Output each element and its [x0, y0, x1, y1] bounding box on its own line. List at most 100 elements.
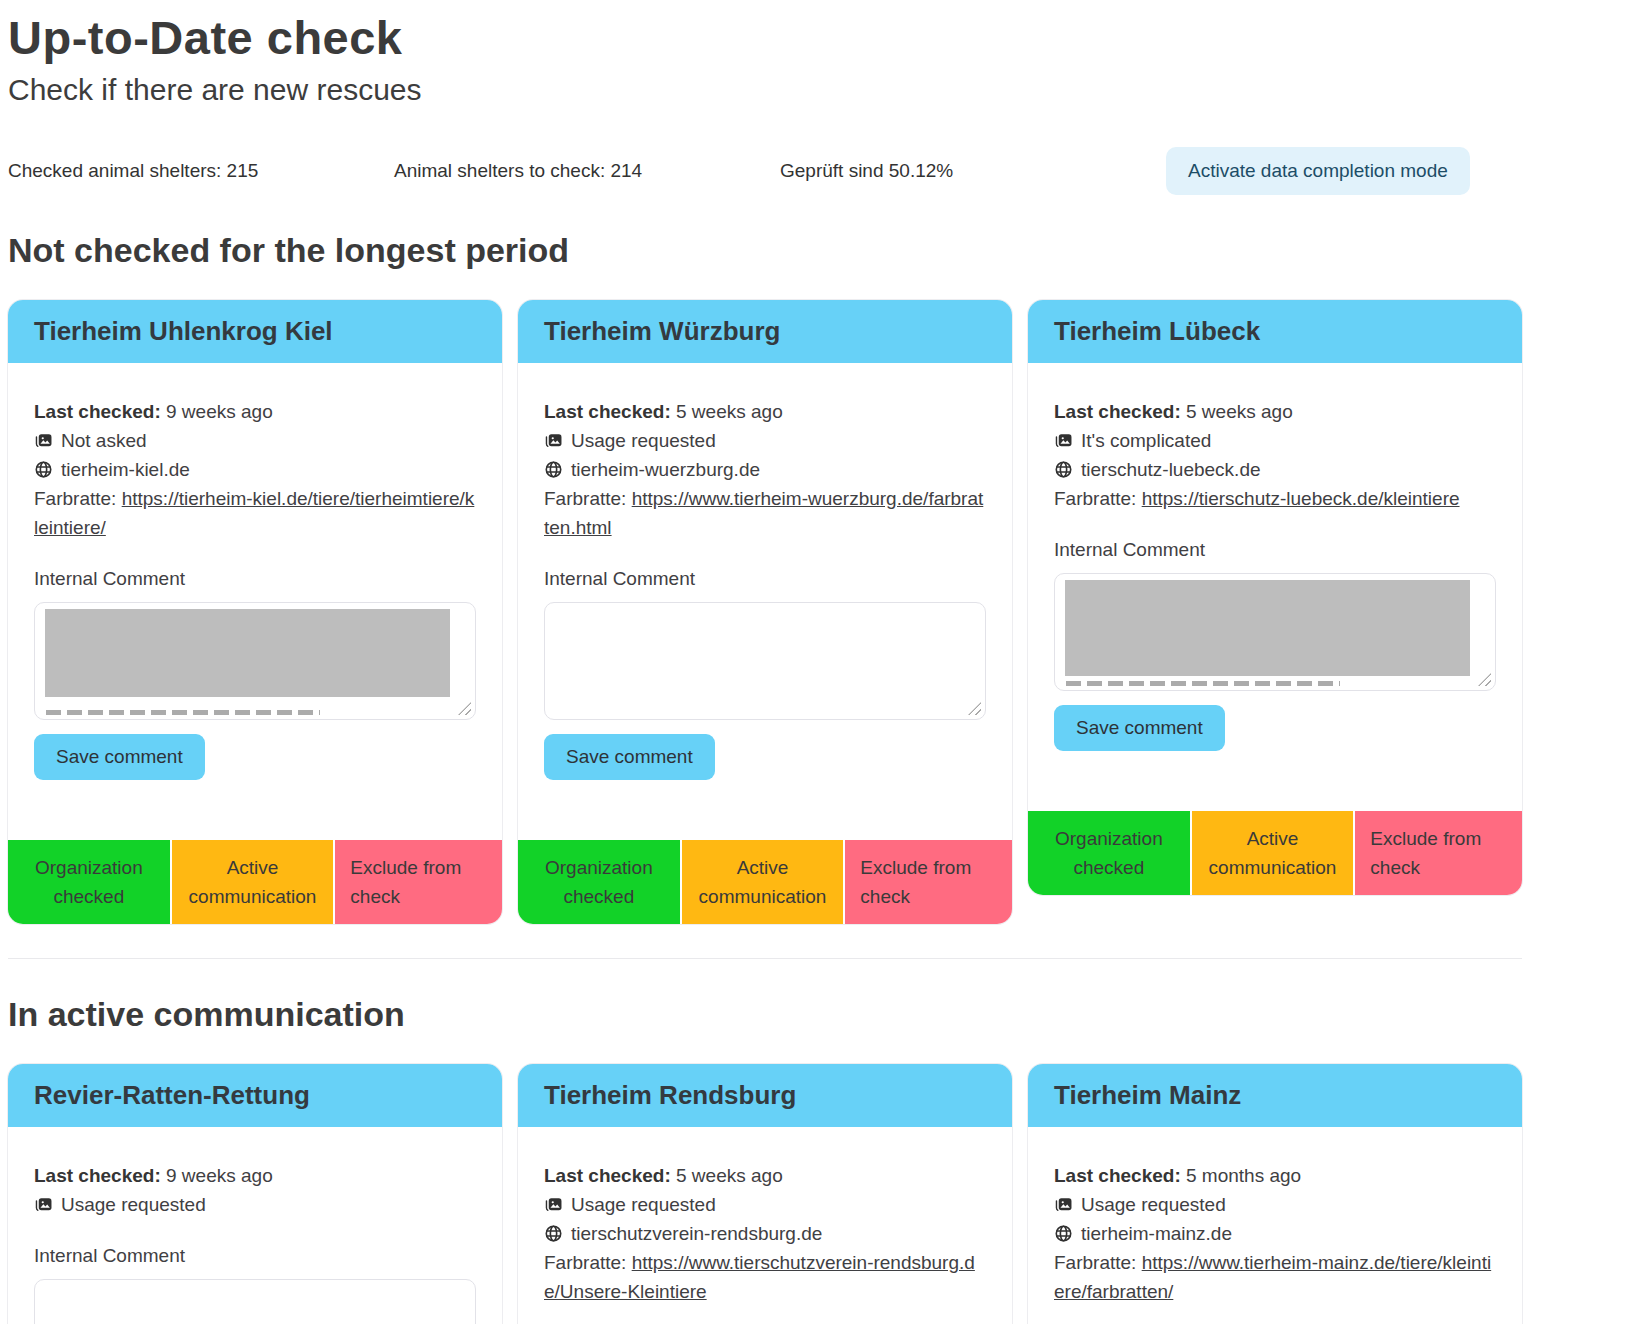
last-checked-line: Last checked: 5 weeks ago [544, 397, 986, 426]
photo-status-text: Usage requested [571, 1190, 716, 1219]
internal-comment-wrap [34, 602, 476, 720]
shelter-card: Tierheim Lübeck Last checked: 5 weeks ag… [1028, 300, 1522, 895]
photo-stack-icon [544, 1195, 563, 1214]
shelter-card-header: Tierheim Würzburg [518, 300, 1012, 363]
last-checked-label: Last checked: [34, 401, 161, 422]
redacted-comment-block [45, 609, 450, 697]
farbratte-link[interactable]: https://tierschutz-luebeck.de/kleintiere [1142, 488, 1460, 509]
section-title: In active communication [8, 995, 1620, 1034]
farbratte-label: Farbratte: [544, 1252, 626, 1273]
internal-comment-textarea[interactable] [34, 1279, 476, 1324]
save-comment-button[interactable]: Save comment [34, 734, 205, 780]
activate-data-completion-button[interactable]: Activate data completion mode [1166, 147, 1470, 195]
stat-checked-shelters: Checked animal shelters: 215 [8, 160, 394, 182]
farbratte-label: Farbratte: [34, 488, 116, 509]
last-checked-value: 5 weeks ago [676, 1165, 783, 1186]
page-title: Up-to-Date check [8, 10, 1620, 65]
shelter-card-body: Last checked: 5 weeks ago Usage requeste… [518, 1127, 1012, 1324]
farbratte-label: Farbratte: [1054, 488, 1136, 509]
globe-icon [544, 460, 563, 479]
shelter-card-header: Revier-Ratten-Rettung [8, 1064, 502, 1127]
last-checked-value: 5 months ago [1186, 1165, 1301, 1186]
globe-icon [1054, 460, 1073, 479]
save-comment-button[interactable]: Save comment [1054, 705, 1225, 751]
save-comment-button[interactable]: Save comment [544, 734, 715, 780]
last-checked-line: Last checked: 9 weeks ago [34, 397, 476, 426]
active-communication-button[interactable]: Active communication [682, 840, 844, 924]
shelter-card: Tierheim Mainz Last checked: 5 months ag… [1028, 1064, 1522, 1324]
website-line: tierheim-mainz.de [1054, 1219, 1496, 1248]
last-checked-label: Last checked: [544, 401, 671, 422]
cards-grid: Revier-Ratten-Rettung Last checked: 9 we… [8, 1064, 1522, 1324]
redacted-comment-block [1065, 580, 1470, 676]
website-domain: tierheim-mainz.de [1081, 1219, 1232, 1248]
farbratte-label: Farbratte: [544, 488, 626, 509]
photo-status-text: It's complicated [1081, 426, 1211, 455]
section-divider [8, 958, 1522, 959]
organization-checked-button[interactable]: Organization checked [1028, 811, 1190, 895]
globe-icon [1054, 1224, 1073, 1243]
shelter-card: Tierheim Würzburg Last checked: 5 weeks … [518, 300, 1012, 924]
sections-container: Not checked for the longest period Tierh… [8, 231, 1620, 1324]
photo-stack-icon [1054, 431, 1073, 450]
internal-comment-label: Internal Comment [544, 568, 986, 590]
globe-icon [34, 460, 53, 479]
shelter-card-body: Last checked: 5 weeks ago Usage requeste… [518, 363, 1012, 840]
last-checked-value: 9 weeks ago [166, 401, 273, 422]
shelter-card-header: Tierheim Uhlenkrog Kiel [8, 300, 502, 363]
shelter-name: Tierheim Würzburg [544, 316, 780, 347]
stat-shelters-to-check: Animal shelters to check: 214 [394, 160, 780, 182]
shelter-name: Tierheim Rendsburg [544, 1080, 796, 1111]
farbratte-line: Farbratte: https://www.tierschutzverein-… [544, 1248, 986, 1306]
photo-status-line: Not asked [34, 426, 476, 455]
website-line: tierheim-wuerzburg.de [544, 455, 986, 484]
shelter-card: Revier-Ratten-Rettung Last checked: 9 we… [8, 1064, 502, 1324]
last-checked-label: Last checked: [34, 1165, 161, 1186]
farbratte-label: Farbratte: [1054, 1252, 1136, 1273]
shelter-name: Tierheim Lübeck [1054, 316, 1260, 347]
website-line: tierheim-kiel.de [34, 455, 476, 484]
shelter-name: Tierheim Uhlenkrog Kiel [34, 316, 333, 347]
active-communication-button[interactable]: Active communication [1192, 811, 1354, 895]
organization-checked-button[interactable]: Organization checked [8, 840, 170, 924]
shelter-name: Tierheim Mainz [1054, 1080, 1241, 1111]
photo-stack-icon [34, 431, 53, 450]
website-domain: tierheim-wuerzburg.de [571, 455, 760, 484]
photo-stack-icon [34, 1195, 53, 1214]
website-domain: tierschutzverein-rendsburg.de [571, 1219, 822, 1248]
shelter-card-header: Tierheim Mainz [1028, 1064, 1522, 1127]
website-domain: tierheim-kiel.de [61, 455, 190, 484]
photo-status-line: Usage requested [34, 1190, 476, 1219]
globe-icon [544, 1224, 563, 1243]
website-domain: tierschutz-luebeck.de [1081, 455, 1261, 484]
organization-checked-button[interactable]: Organization checked [518, 840, 680, 924]
shelter-name: Revier-Ratten-Rettung [34, 1080, 310, 1111]
farbratte-line: Farbratte: https://www.tierheim-mainz.de… [1054, 1248, 1496, 1306]
stat-checked-percent: Geprüft sind 50.12% [780, 160, 1166, 182]
exclude-from-check-button[interactable]: Exclude from check [845, 840, 1012, 924]
shelter-card-header: Tierheim Lübeck [1028, 300, 1522, 363]
internal-comment-wrap [1054, 573, 1496, 691]
last-checked-line: Last checked: 5 months ago [1054, 1161, 1496, 1190]
last-checked-value: 5 weeks ago [676, 401, 783, 422]
page-subtitle: Check if there are new rescues [8, 73, 1620, 107]
photo-status-line: Usage requested [544, 1190, 986, 1219]
active-communication-button[interactable]: Active communication [172, 840, 334, 924]
photo-status-text: Usage requested [571, 426, 716, 455]
last-checked-label: Last checked: [544, 1165, 671, 1186]
internal-comment-textarea[interactable] [544, 602, 986, 720]
photo-status-text: Usage requested [1081, 1190, 1226, 1219]
shelter-card-body: Last checked: 9 weeks ago Usage requeste… [8, 1127, 502, 1324]
last-checked-line: Last checked: 5 weeks ago [1054, 397, 1496, 426]
last-checked-label: Last checked: [1054, 401, 1181, 422]
shelter-card-footer: Organization checked Active communicatio… [518, 840, 1012, 924]
exclude-from-check-button[interactable]: Exclude from check [335, 840, 502, 924]
internal-comment-label: Internal Comment [1054, 539, 1496, 561]
website-line: tierschutzverein-rendsburg.de [544, 1219, 986, 1248]
stats-row: Checked animal shelters: 215 Animal shel… [8, 147, 1522, 195]
shelter-card-body: Last checked: 5 weeks ago It's complicat… [1028, 363, 1522, 811]
redacted-comment-text-hint [46, 710, 320, 715]
exclude-from-check-button[interactable]: Exclude from check [1355, 811, 1522, 895]
farbratte-line: Farbratte: https://tierheim-kiel.de/tier… [34, 484, 476, 542]
shelter-card-footer: Organization checked Active communicatio… [1028, 811, 1522, 895]
